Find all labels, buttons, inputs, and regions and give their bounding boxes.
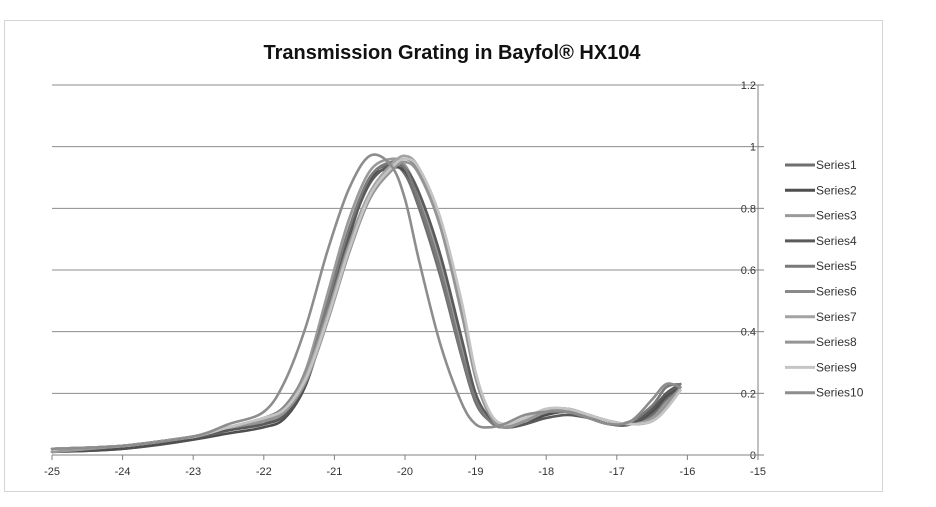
legend-label-2: Series2	[816, 183, 857, 197]
chart-area-border	[4, 20, 883, 492]
y-tick-label: 0	[750, 450, 756, 462]
axes: 0 0.2 0.4 0.6 0.8 1 1.2 -25 -24 -23 -22 -21 -20 -19 -1…	[44, 80, 766, 478]
legend-label-6: Series6	[816, 285, 857, 299]
y-tick-label: 1.2	[741, 80, 756, 92]
x-tick-label: -21	[326, 466, 342, 478]
series-line-9	[50, 157, 682, 451]
x-tick-label: -24	[115, 466, 131, 478]
chart-title: Transmission Grating in Bayfol® HX104	[263, 42, 641, 64]
x-tick-label: -22	[256, 466, 272, 478]
gridlines	[52, 84, 758, 394]
y-tick-label: 0.2	[741, 388, 756, 400]
legend-label-7: Series7	[816, 310, 857, 324]
series-line-10	[50, 153, 682, 451]
y-tick-label: 0.8	[741, 203, 756, 215]
series-layer	[50, 153, 682, 454]
legend-label-3: Series3	[816, 209, 857, 223]
x-tick-label: -25	[44, 466, 60, 478]
x-tick-label: -16	[679, 466, 695, 478]
y-tick-label: 1	[750, 142, 756, 154]
x-tick-label: -23	[185, 466, 201, 478]
x-tick-label: -19	[468, 466, 484, 478]
legend-label-4: Series4	[816, 234, 857, 248]
x-tick-label: -18	[538, 466, 554, 478]
y-tick-label: 0.6	[741, 265, 756, 277]
legend-label-5: Series5	[816, 259, 857, 273]
x-tick-label: -15	[750, 466, 766, 478]
legend-label-8: Series8	[816, 335, 857, 349]
legend-label-10: Series10	[816, 386, 864, 400]
legend-label-9: Series9	[816, 360, 857, 374]
legend-label-1: Series1	[816, 158, 857, 172]
y-tick-label: 0.4	[741, 327, 756, 339]
x-tick-label: -20	[397, 466, 413, 478]
legend: Series1 Series2 Series3 Series4 Series5 Serie…	[785, 158, 864, 400]
x-tick-label: -17	[609, 466, 625, 478]
